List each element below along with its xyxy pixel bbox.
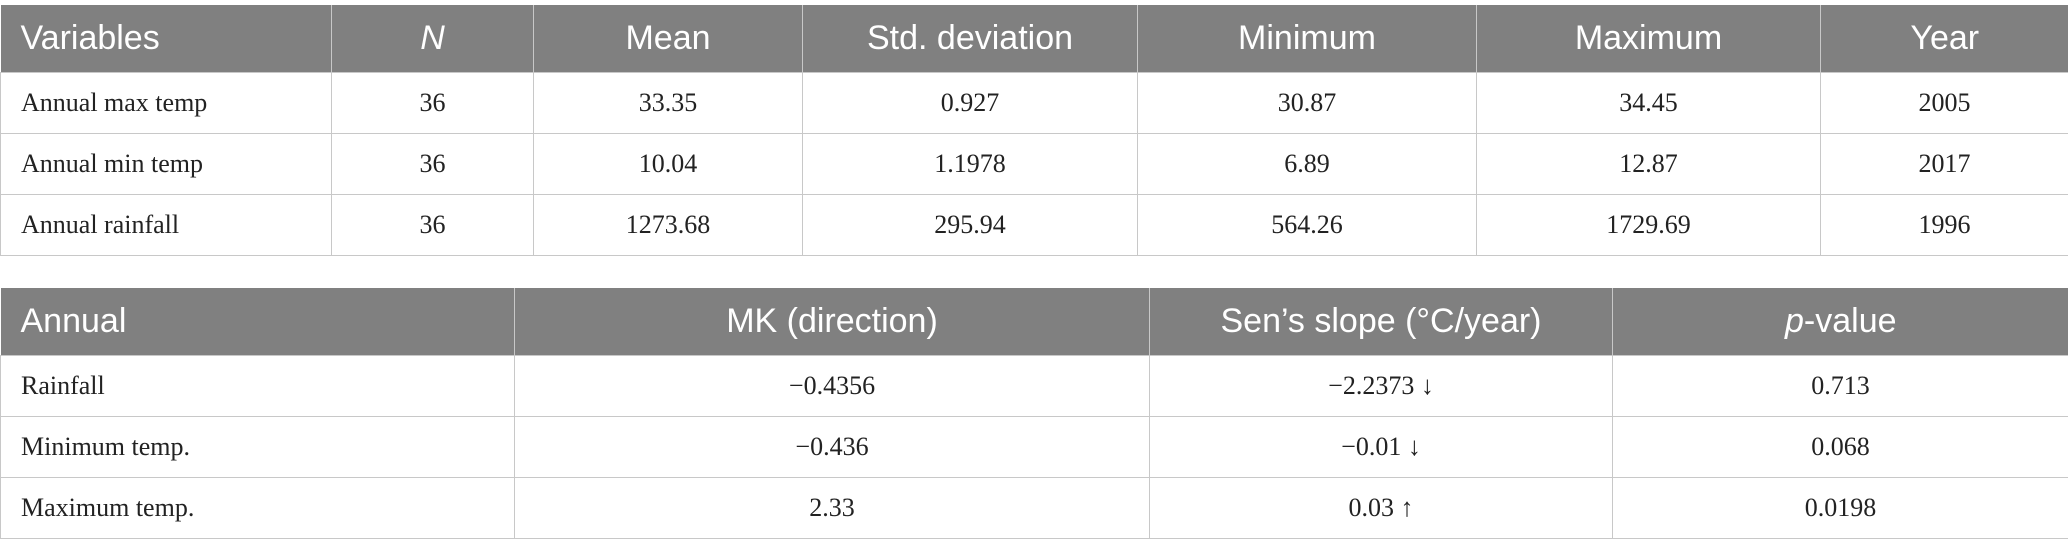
row-label: Rainfall	[0, 355, 515, 417]
header-cell: Sen’s slope (°C/year)	[1149, 288, 1613, 356]
data-row: Annual min temp 36 10.04 1.1978 6.89 12.87 201…	[0, 133, 2068, 195]
data-row: Annual max temp 36 33.35 0.927 30.87 34.45 200…	[0, 72, 2068, 134]
header-cell: N	[331, 5, 534, 73]
descriptive-table: Variables N Mean Std. deviation Minimum Maxim…	[0, 5, 2068, 256]
header-text: -value	[1803, 302, 1897, 340]
data-row: Rainfall −0.4356 −2.2373 ↓ 0.713	[0, 355, 2068, 417]
cell: −0.4356	[514, 355, 1150, 417]
cell: 12.87	[1476, 133, 1821, 195]
cell: 30.87	[1137, 72, 1477, 134]
header-cell: Maximum	[1476, 5, 1821, 73]
cell: 34.45	[1476, 72, 1821, 134]
cell: 2.33	[514, 477, 1150, 539]
trend-table: Annual MK (direction) Sen’s slope (°C/year…	[0, 288, 2068, 539]
cell: 0.0198	[1612, 477, 2068, 539]
row-label: Annual max temp	[0, 72, 332, 134]
cell: 36	[331, 133, 534, 195]
header-cell: Mean	[533, 5, 803, 73]
cell: 6.89	[1137, 133, 1477, 195]
cell: 1273.68	[533, 194, 803, 256]
cell: 2017	[1820, 133, 2068, 195]
header-cell: Year	[1820, 5, 2068, 73]
data-row: Minimum temp. −0.436 −0.01 ↓ 0.068	[0, 416, 2068, 478]
cell: 1.1978	[802, 133, 1138, 195]
cell: 564.26	[1137, 194, 1477, 256]
row-label: Maximum temp.	[0, 477, 515, 539]
cell: 33.35	[533, 72, 803, 134]
row-label: Minimum temp.	[0, 416, 515, 478]
cell: 1729.69	[1476, 194, 1821, 256]
cell: 2005	[1820, 72, 2068, 134]
header-italic: p	[1784, 302, 1804, 340]
header-row: Annual MK (direction) Sen’s slope (°C/year…	[0, 288, 2068, 356]
cell: 0.03 ↑	[1149, 477, 1613, 539]
cell: 0.068	[1612, 416, 2068, 478]
cell: 36	[331, 72, 534, 134]
data-row: Annual rainfall 36 1273.68 295.94 564.26 1729…	[0, 194, 2068, 256]
header-cell: Variables	[0, 5, 332, 73]
cell: 1996	[1820, 194, 2068, 256]
header-cell: Annual	[0, 288, 515, 356]
data-row: Maximum temp. 2.33 0.03 ↑ 0.0198	[0, 477, 2068, 539]
cell: −2.2373 ↓	[1149, 355, 1613, 417]
row-label: Annual min temp	[0, 133, 332, 195]
cell: −0.436	[514, 416, 1150, 478]
cell: 0.713	[1612, 355, 2068, 417]
header-cell: MK (direction)	[514, 288, 1150, 356]
header-cell: Minimum	[1137, 5, 1477, 73]
cell: 295.94	[802, 194, 1138, 256]
cell: −0.01 ↓	[1149, 416, 1613, 478]
row-label: Annual rainfall	[0, 194, 332, 256]
cell: 10.04	[533, 133, 803, 195]
header-cell: p-value	[1612, 288, 2068, 356]
cell: 0.927	[802, 72, 1138, 134]
cell: 36	[331, 194, 534, 256]
header-cell: Std. deviation	[802, 5, 1138, 73]
header-row: Variables N Mean Std. deviation Minimum Maxim…	[0, 5, 2068, 73]
